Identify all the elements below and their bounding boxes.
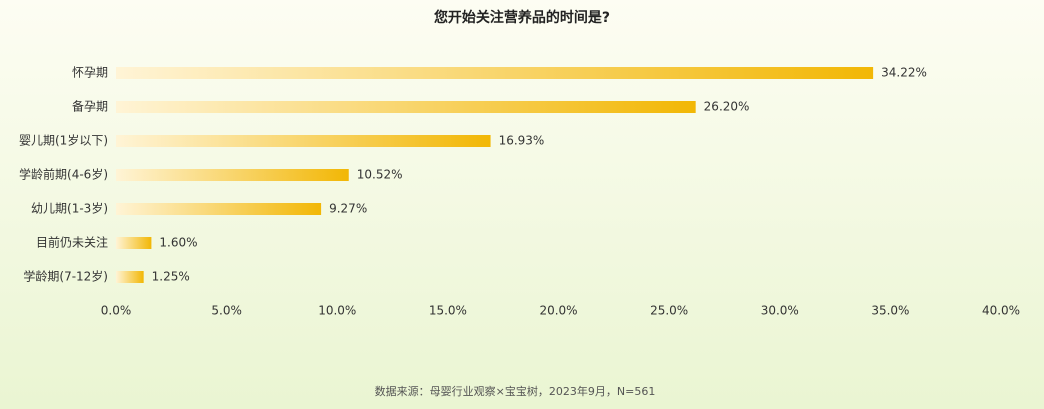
y-tick-label: 学龄期(7-12岁)	[23, 269, 108, 284]
value-label: 1.25%	[152, 270, 190, 284]
value-label: 34.22%	[881, 66, 927, 80]
x-tick-label: 40.0%	[982, 304, 1020, 318]
x-tick-label: 0.0%	[101, 304, 132, 318]
y-tick-label: 怀孕期	[72, 66, 108, 80]
y-tick-label: 目前仍未关注	[36, 235, 108, 250]
y-tick-label: 备孕期	[72, 100, 108, 114]
value-label: 9.27%	[329, 202, 367, 216]
x-tick-label: 30.0%	[761, 304, 799, 318]
source-note: 数据来源：母婴行业观察×宝宝树，2023年9月，N=561	[375, 384, 656, 398]
value-label: 1.60%	[159, 236, 197, 250]
bar	[116, 135, 491, 147]
y-tick-label: 幼儿期(1-3岁)	[31, 201, 108, 216]
bar	[116, 67, 874, 79]
x-tick-label: 35.0%	[871, 304, 909, 318]
bar	[116, 101, 696, 113]
x-tick-label: 25.0%	[650, 304, 688, 318]
x-tick-label: 15.0%	[429, 304, 467, 318]
y-tick-label: 学龄前期(4-6岁)	[19, 167, 108, 182]
value-label: 10.52%	[357, 168, 403, 182]
bar	[116, 237, 152, 249]
chart-title: 您开始关注营养品的时间是?	[434, 9, 610, 26]
bar	[116, 271, 144, 283]
x-tick-label: 5.0%	[211, 304, 242, 318]
y-tick-label: 婴儿期(1岁以下)	[19, 133, 108, 148]
bar	[116, 169, 349, 181]
x-tick-label: 10.0%	[318, 304, 356, 318]
bar	[116, 203, 322, 215]
value-label: 16.93%	[499, 134, 545, 148]
value-label: 26.20%	[704, 100, 750, 114]
x-tick-label: 20.0%	[539, 304, 577, 318]
